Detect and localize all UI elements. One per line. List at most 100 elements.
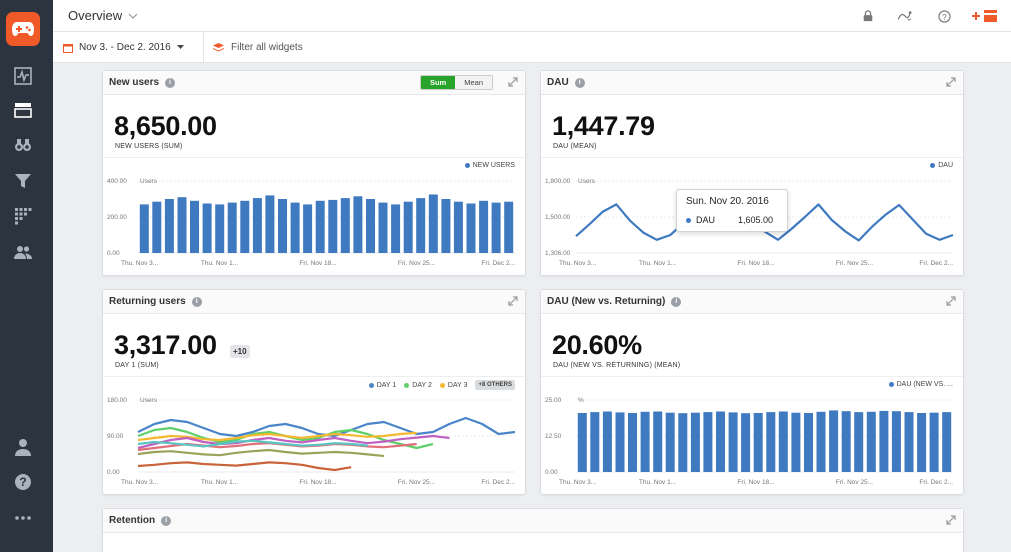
overview-icon[interactable] [12,99,34,121]
bar[interactable] [602,411,612,473]
bar[interactable] [665,412,675,472]
explorer-binoculars-icon[interactable] [12,134,34,156]
bar[interactable] [753,413,763,472]
legend-item[interactable]: DAU (NEW VS. ... [888,381,953,388]
account-icon[interactable] [12,436,34,458]
bar[interactable] [152,201,162,253]
bar[interactable] [240,200,250,253]
add-widget-icon[interactable] [970,7,1000,25]
bar[interactable] [816,411,826,472]
legend-item[interactable]: NEW USERS [464,162,515,169]
bar[interactable] [428,194,438,254]
bar[interactable] [378,202,388,253]
series-line[interactable] [137,431,417,442]
bar[interactable] [177,197,187,253]
bar[interactable] [942,412,952,472]
series-line[interactable] [137,416,516,438]
bar[interactable] [728,412,738,472]
bar[interactable] [303,204,313,253]
bar[interactable] [804,413,813,472]
bar[interactable] [590,412,600,472]
bar[interactable] [453,201,463,253]
lock-icon[interactable] [859,7,877,25]
series-line[interactable] [137,434,450,450]
returning-users-line-chart[interactable]: 180.00 90.00 0.00 Users Thu. Nov 3... Thu. No… [103,390,527,495]
bar[interactable] [504,201,514,253]
bar[interactable] [278,199,287,253]
bar[interactable] [577,413,587,472]
funnel-icon[interactable] [12,170,34,192]
date-range-picker[interactable]: Nov 3. - Dec 2. 2016 [63,32,203,63]
mean-toggle-button[interactable]: Mean [455,76,492,89]
dashboard-pulse-icon[interactable] [12,65,34,87]
bar[interactable] [290,202,300,253]
bar[interactable] [841,411,851,472]
bar[interactable] [854,412,864,472]
bar[interactable] [891,411,901,472]
bar[interactable] [340,198,350,253]
bar[interactable] [778,411,788,473]
bar[interactable] [766,412,776,472]
bar[interactable] [353,196,363,253]
legend-item-day-2[interactable]: DAY 2 [404,382,432,389]
expand-icon[interactable] [945,514,957,526]
expand-icon[interactable] [507,76,519,88]
expand-icon[interactable] [945,76,957,88]
bar[interactable] [315,200,325,253]
series-line[interactable] [137,448,385,458]
bar[interactable] [866,411,876,472]
new-users-bar-chart[interactable]: 400.00 200.00 0.00 Users Thu. Nov 3... Thu. N… [103,171,527,276]
bar[interactable] [479,200,489,253]
more-icon[interactable] [12,507,34,529]
info-icon[interactable]: i [161,515,172,526]
more-series-badge[interactable]: +8 OTHERS [475,380,515,390]
info-icon[interactable]: i [165,77,176,88]
bar[interactable] [416,198,426,253]
bar[interactable] [164,199,174,253]
expand-icon[interactable] [945,295,957,307]
bar[interactable] [929,412,939,472]
bar[interactable] [190,200,199,253]
bar[interactable] [615,412,625,472]
info-icon[interactable]: i [671,296,682,307]
bar[interactable] [215,204,225,253]
share-annotate-icon[interactable] [896,7,914,25]
bar[interactable] [265,195,275,253]
bar[interactable] [491,202,501,253]
bar[interactable] [202,203,212,254]
expand-icon[interactable] [507,295,519,307]
users-icon[interactable] [12,241,34,263]
dau-new-vs-returning-bar-chart[interactable]: 25.00 12.50 0.00% Thu. Nov 3... Thu. Nov 1..… [541,390,965,495]
series-line[interactable] [137,461,352,472]
bar[interactable] [690,412,700,472]
bar[interactable] [391,204,401,253]
gamepad-logo-icon[interactable] [6,12,40,46]
bar[interactable] [403,201,413,253]
bar[interactable] [466,203,476,254]
legend-item[interactable]: DAU [930,162,953,169]
bar[interactable] [716,411,725,473]
bar[interactable] [328,199,338,253]
legend-item-day-1[interactable]: DAY 1 [368,382,396,389]
bar[interactable] [917,413,927,472]
help-icon[interactable]: ? [12,471,34,493]
bar[interactable] [227,202,237,253]
bar[interactable] [653,411,663,473]
legend-item-day-3[interactable]: DAY 3 [439,382,467,389]
bar[interactable] [791,412,801,472]
info-icon[interactable]: i [574,77,585,88]
heatmap-grid-icon[interactable] [12,205,34,227]
bar[interactable] [703,412,713,472]
help-circle-icon[interactable]: ? [935,7,953,25]
bar[interactable] [741,413,751,472]
bar[interactable] [678,413,688,472]
filter-all-widgets-button[interactable]: Filter all widgets [213,32,303,63]
bar[interactable] [139,204,149,253]
bar[interactable] [252,198,262,253]
series-line[interactable] [137,439,368,448]
bar[interactable] [366,199,375,253]
bar[interactable] [879,410,889,472]
page-title-dropdown[interactable]: Overview [68,8,138,23]
bar[interactable] [904,412,914,472]
info-icon[interactable]: i [191,296,202,307]
